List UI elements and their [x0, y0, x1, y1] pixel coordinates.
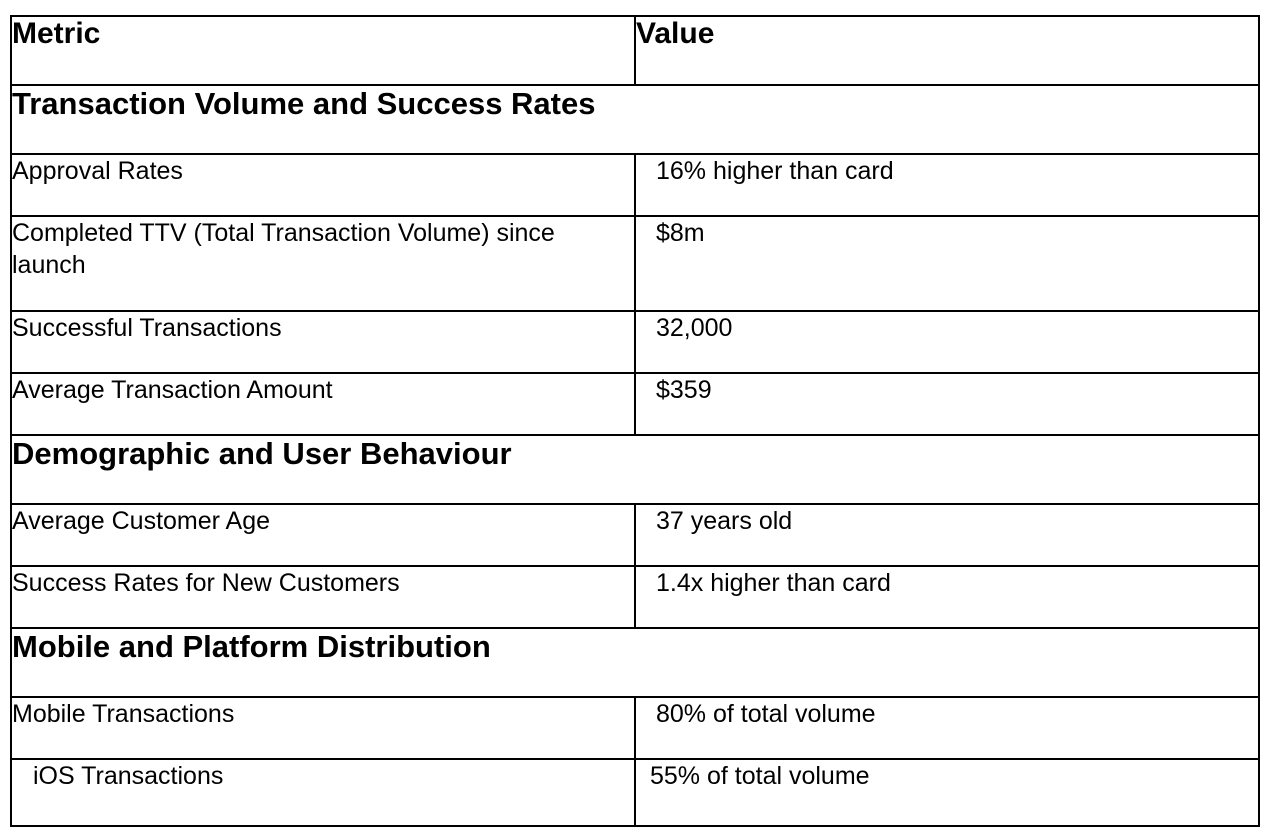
value-cell: $8m [634, 215, 1260, 312]
value-cell: $359 [634, 372, 1260, 436]
metric-cell: Successful Transactions [10, 310, 636, 374]
metric-cell: Completed TTV (Total Transaction Volume)… [10, 215, 636, 312]
table-row: Mobile Transactions 80% of total volume [10, 696, 1260, 760]
metric-cell: Mobile Transactions [10, 696, 636, 760]
metric-cell: Success Rates for New Customers [10, 565, 636, 629]
value-cell: 32,000 [634, 310, 1260, 374]
table-row: Average Customer Age 37 years old [10, 503, 1260, 567]
metric-column-header: Metric [10, 15, 636, 86]
section-title-transaction-volume: Transaction Volume and Success Rates [10, 84, 1260, 155]
value-cell: 1.4x higher than card [634, 565, 1260, 629]
metric-cell: Average Transaction Amount [10, 372, 636, 436]
table-row: Completed TTV (Total Transaction Volume)… [10, 215, 1260, 312]
section-title-demographic: Demographic and User Behaviour [10, 434, 1260, 505]
section-heading-row: Mobile and Platform Distribution [10, 627, 1260, 698]
metric-cell: Approval Rates [10, 153, 636, 217]
value-cell: 80% of total volume [634, 696, 1260, 760]
value-cell: 55% of total volume [634, 758, 1260, 827]
section-title-mobile-platform: Mobile and Platform Distribution [10, 627, 1260, 698]
metric-cell: Average Customer Age [10, 503, 636, 567]
section-heading-row: Transaction Volume and Success Rates [10, 84, 1260, 155]
table-row: Approval Rates 16% higher than card [10, 153, 1260, 217]
table-row: iOS Transactions 55% of total volume [10, 758, 1260, 827]
table-row: Successful Transactions 32,000 [10, 310, 1260, 374]
table-row: Average Transaction Amount $359 [10, 372, 1260, 436]
value-cell: 37 years old [634, 503, 1260, 567]
section-heading-row: Demographic and User Behaviour [10, 434, 1260, 505]
metrics-table: Metric Value Transaction Volume and Succ… [10, 15, 1260, 827]
table-row: Success Rates for New Customers 1.4x hig… [10, 565, 1260, 629]
value-cell: 16% higher than card [634, 153, 1260, 217]
metric-cell: iOS Transactions [10, 758, 636, 827]
table-header-row: Metric Value [10, 15, 1260, 86]
value-column-header: Value [634, 15, 1260, 86]
